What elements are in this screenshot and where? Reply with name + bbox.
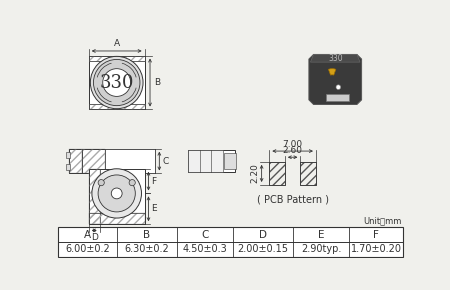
Bar bbox=[224, 153, 236, 169]
Bar bbox=[89, 213, 144, 224]
Bar bbox=[58, 227, 404, 257]
Text: 2.90typ.: 2.90typ. bbox=[301, 244, 342, 254]
Bar bbox=[89, 169, 99, 224]
Text: 2.00±0.15: 2.00±0.15 bbox=[238, 244, 289, 254]
Bar bbox=[66, 164, 70, 170]
Text: E: E bbox=[152, 204, 157, 213]
Bar bbox=[301, 162, 316, 185]
Text: C: C bbox=[162, 157, 169, 166]
Text: D: D bbox=[259, 230, 267, 240]
Text: Unit：mm: Unit：mm bbox=[364, 216, 402, 225]
Bar bbox=[89, 213, 144, 224]
Bar bbox=[301, 162, 316, 185]
Bar bbox=[105, 149, 155, 173]
Text: D: D bbox=[91, 233, 98, 242]
Text: 1.70±0.20: 1.70±0.20 bbox=[351, 244, 402, 254]
Circle shape bbox=[129, 180, 135, 186]
Wedge shape bbox=[328, 69, 336, 75]
Circle shape bbox=[94, 59, 140, 106]
Bar bbox=[69, 149, 155, 173]
Bar bbox=[270, 162, 285, 185]
Text: B: B bbox=[154, 78, 160, 87]
Text: 330: 330 bbox=[99, 74, 134, 92]
Text: 4.50±0.3: 4.50±0.3 bbox=[183, 244, 227, 254]
Text: B: B bbox=[144, 230, 150, 240]
Bar bbox=[89, 104, 144, 110]
Bar bbox=[188, 150, 234, 172]
Polygon shape bbox=[309, 55, 362, 104]
Text: ( PCB Pattern ): ( PCB Pattern ) bbox=[256, 194, 328, 204]
Bar bbox=[82, 149, 105, 173]
Circle shape bbox=[98, 175, 135, 212]
Text: F: F bbox=[152, 177, 157, 186]
Bar bbox=[89, 56, 144, 110]
Bar bbox=[82, 149, 105, 173]
Bar bbox=[89, 104, 144, 110]
Bar bbox=[270, 162, 285, 185]
Circle shape bbox=[103, 69, 130, 96]
Text: A: A bbox=[84, 230, 91, 240]
Text: 330: 330 bbox=[328, 54, 342, 63]
Bar bbox=[69, 149, 82, 173]
Circle shape bbox=[92, 169, 141, 218]
Bar bbox=[89, 56, 144, 61]
Text: C: C bbox=[201, 230, 209, 240]
Bar bbox=[89, 169, 144, 224]
Text: 6.00±0.2: 6.00±0.2 bbox=[65, 244, 110, 254]
Bar bbox=[89, 169, 99, 224]
Bar bbox=[89, 56, 144, 61]
Text: 2.60: 2.60 bbox=[283, 146, 302, 155]
Text: 7.00: 7.00 bbox=[283, 140, 303, 149]
Bar bbox=[66, 152, 70, 158]
Text: 2.20: 2.20 bbox=[250, 164, 259, 183]
Text: 6.30±0.2: 6.30±0.2 bbox=[125, 244, 169, 254]
Circle shape bbox=[111, 188, 122, 199]
Bar bbox=[326, 94, 349, 102]
Polygon shape bbox=[310, 55, 360, 62]
Bar bbox=[69, 149, 82, 173]
Circle shape bbox=[98, 180, 104, 186]
Text: A: A bbox=[114, 39, 120, 48]
Bar bbox=[188, 150, 223, 172]
Circle shape bbox=[336, 85, 341, 90]
Circle shape bbox=[90, 56, 143, 109]
Text: E: E bbox=[318, 230, 324, 240]
Text: F: F bbox=[374, 230, 379, 240]
